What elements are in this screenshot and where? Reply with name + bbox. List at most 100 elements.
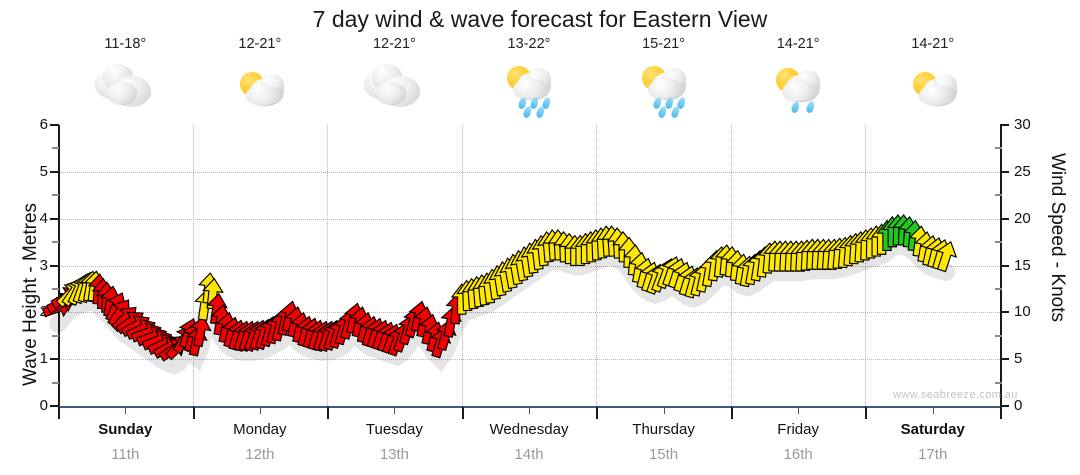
wind-arrow: [354, 311, 376, 344]
day-header-thursday: 15-21°: [594, 36, 734, 124]
arrow-trail-shadow: [49, 236, 956, 375]
wind-arrow: [736, 255, 759, 288]
wind-arrow: [482, 268, 505, 301]
page-title: 7 day wind & wave forecast for Eastern V…: [312, 6, 768, 32]
right-axis-tick-label: 25: [1014, 162, 1031, 180]
temperature-range: 15-21°: [642, 36, 685, 52]
gridline-horizontal: [58, 218, 1000, 220]
wind-arrow: [628, 251, 651, 284]
wind-arrow: [779, 240, 802, 272]
wind-arrow: [45, 292, 77, 314]
wind-arrow: [876, 219, 898, 252]
gridline-vertical: [596, 125, 598, 406]
x-axis-day-label-monday: Monday 12th: [190, 421, 330, 463]
wind-arrow: [477, 272, 500, 304]
wind-arrow: [784, 240, 807, 272]
wind-arrow: [279, 300, 301, 333]
wind-arrow: [919, 234, 942, 267]
wind-arrow: [210, 304, 232, 336]
x-axis-day-label-sunday: Sunday 11th: [55, 421, 195, 463]
wind-arrow: [466, 275, 489, 308]
sun-cloud-rain-icon: [628, 58, 700, 120]
wind-arrow: [202, 277, 224, 310]
partly-cloudy-icon: [224, 58, 296, 120]
wind-arrow: [221, 316, 243, 349]
wind-arrow: [531, 234, 554, 267]
right-axis-tick-minor: [995, 381, 1002, 384]
x-axis-tick-major: [865, 407, 868, 419]
day-header-wednesday: 13-22°: [459, 36, 599, 124]
wind-arrow: [376, 321, 398, 353]
wind-arrow: [558, 232, 581, 265]
wind-arrow: [295, 315, 317, 348]
right-axis-tick-label: 10: [1014, 303, 1031, 321]
x-axis-tick-major: [596, 407, 599, 419]
x-axis-spine: [58, 406, 1002, 408]
left-axis-tick-major: [50, 217, 59, 220]
wind-arrow: [714, 244, 737, 276]
day-header-friday: 14-21°: [728, 36, 868, 124]
x-axis-tick-minor: [932, 407, 934, 414]
day-date: 15th: [648, 446, 679, 463]
wind-arrow: [499, 257, 521, 290]
x-axis-tick-minor: [259, 407, 261, 414]
wind-arrow: [936, 240, 958, 273]
wind-arrow: [908, 225, 931, 258]
wind-arrow: [741, 253, 764, 286]
wind-arrow: [158, 338, 187, 362]
wind-arrow: [360, 315, 382, 348]
wind-arrow: [574, 232, 597, 265]
wind-arrow: [870, 223, 893, 255]
left-axis-tick-label: 6: [39, 116, 48, 133]
wind-arrow: [865, 225, 888, 257]
right-axis-tick-major: [1000, 264, 1009, 267]
wind-arrow: [612, 230, 635, 263]
right-axis-tick-minor: [995, 241, 1002, 244]
gridline-vertical: [865, 125, 867, 406]
wind-arrow: [125, 318, 156, 341]
wind-arrow: [435, 319, 457, 352]
right-axis-tick-label: 5: [1014, 350, 1023, 368]
wind-arrow: [859, 227, 882, 259]
day-name: Sunday: [98, 421, 153, 438]
wind-arrow: [311, 320, 333, 353]
wind-arrow: [617, 236, 640, 269]
right-axis-tick-label: 20: [1014, 209, 1031, 227]
wind-arrow: [596, 225, 618, 257]
x-axis-tick-major: [1000, 407, 1002, 419]
day-date: 11th: [111, 446, 140, 463]
wind-arrow: [248, 319, 270, 352]
day-date: 13th: [379, 446, 410, 463]
wind-arrow: [667, 257, 688, 290]
wind-arrow: [408, 300, 430, 333]
wind-arrow: [194, 289, 216, 321]
wind-arrow: [105, 292, 127, 323]
wind-arrow: [237, 320, 259, 353]
wind-arrow: [827, 237, 850, 270]
wind-arrow: [763, 240, 785, 272]
left-axis-tick-minor: [52, 147, 59, 150]
wind-arrow: [141, 329, 173, 351]
left-axis-tick-label: 4: [39, 209, 48, 227]
left-axis-tick-minor: [52, 241, 59, 244]
wind-arrow: [424, 321, 446, 353]
x-axis-tick-minor: [125, 407, 127, 414]
wind-arrow: [87, 273, 110, 305]
day-name: Thursday: [632, 421, 695, 438]
gridline-horizontal: [58, 265, 1000, 267]
x-axis-tick-major: [730, 407, 733, 419]
temperature-range: 12-21°: [372, 36, 416, 52]
x-axis-day-label-tuesday: Tuesday 13th: [324, 421, 464, 463]
wind-arrow: [91, 277, 114, 310]
wind-arrow: [430, 327, 452, 359]
wind-arrow: [381, 323, 403, 355]
gridline-horizontal: [58, 359, 1000, 361]
left-axis-tick-label: 3: [39, 256, 48, 274]
wind-arrow: [61, 278, 85, 308]
gridline-vertical: [192, 125, 194, 406]
wind-arrow: [838, 234, 861, 267]
left-axis-tick-minor: [52, 381, 59, 384]
wind-arrow: [333, 313, 355, 346]
wind-arrow: [110, 306, 137, 333]
